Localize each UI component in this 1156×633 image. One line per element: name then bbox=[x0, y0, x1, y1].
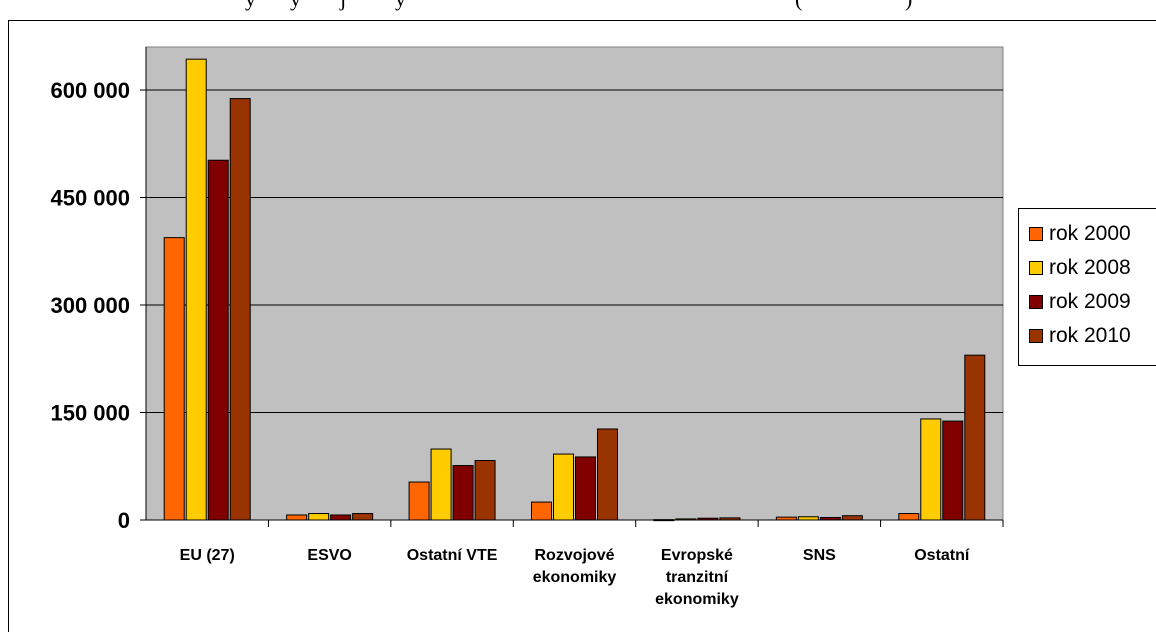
bar-1-1 bbox=[308, 513, 330, 521]
legend-item-3: rok 2010 bbox=[1029, 319, 1156, 353]
x-tick-label-5-0: SNS bbox=[803, 547, 836, 564]
bar-6-1 bbox=[920, 418, 942, 521]
legend-swatch-0 bbox=[1029, 227, 1043, 241]
bar-0-0 bbox=[163, 237, 185, 521]
legend-label-2: rok 2009 bbox=[1049, 290, 1131, 313]
x-tick-label-0-0: EU (27) bbox=[180, 547, 235, 564]
bar-0-3 bbox=[229, 98, 251, 521]
legend-swatch-2 bbox=[1029, 295, 1043, 309]
bar-1-0 bbox=[286, 514, 308, 521]
bar-1-2 bbox=[330, 514, 352, 521]
y-tick-label-4: 600 000 bbox=[50, 78, 130, 103]
bar-6-0 bbox=[898, 513, 920, 521]
x-tick-label-3-1: ekonomiky bbox=[533, 569, 617, 586]
x-tick-label-1-0: ESVO bbox=[307, 547, 351, 564]
bar-3-0 bbox=[531, 501, 552, 521]
bar-6-2 bbox=[942, 420, 964, 521]
y-tick-label-0: 0 bbox=[118, 508, 130, 533]
legend-label-3: rok 2010 bbox=[1049, 324, 1131, 347]
legend-swatch-1 bbox=[1029, 261, 1043, 275]
bar-3-3 bbox=[597, 428, 618, 521]
y-tick-label-1: 150 000 bbox=[50, 401, 130, 426]
bar-3-2 bbox=[575, 456, 596, 521]
legend-item-2: rok 2009 bbox=[1029, 285, 1156, 319]
bar-6-3 bbox=[964, 354, 986, 521]
legend-swatch-3 bbox=[1029, 329, 1043, 343]
bar-2-0 bbox=[408, 481, 430, 521]
bar-1-3 bbox=[352, 513, 374, 521]
bar-0-2 bbox=[207, 159, 229, 521]
x-tick-label-3-0: Rozvojové bbox=[534, 547, 614, 564]
x-tick-label-4-0: Evropské bbox=[661, 547, 733, 564]
x-tick-label-2-0: Ostatní VTE bbox=[407, 547, 498, 564]
y-tick-label-2: 300 000 bbox=[50, 293, 130, 318]
bar-2-1 bbox=[430, 448, 452, 521]
bar-2-2 bbox=[452, 465, 474, 521]
bar-2-3 bbox=[474, 460, 496, 521]
plot-area bbox=[145, 46, 1004, 521]
x-tick-label-6-0: Ostatní bbox=[914, 547, 970, 564]
x-tick-label-4-2: ekonomiky bbox=[655, 591, 739, 608]
x-tick-label-4-1: tranzitní bbox=[666, 569, 729, 586]
y-tick-label-3: 450 000 bbox=[50, 186, 130, 211]
legend-label-0: rok 2000 bbox=[1049, 222, 1131, 245]
chart-legend: rok 2000 rok 2008 rok 2009 rok 2010 bbox=[1018, 208, 1156, 366]
legend-label-1: rok 2008 bbox=[1049, 256, 1131, 279]
bar-0-1 bbox=[185, 58, 207, 521]
bar-3-1 bbox=[553, 453, 574, 521]
legend-item-1: rok 2008 bbox=[1029, 251, 1156, 285]
legend-item-0: rok 2000 bbox=[1029, 217, 1156, 251]
bar-5-3 bbox=[841, 515, 863, 521]
